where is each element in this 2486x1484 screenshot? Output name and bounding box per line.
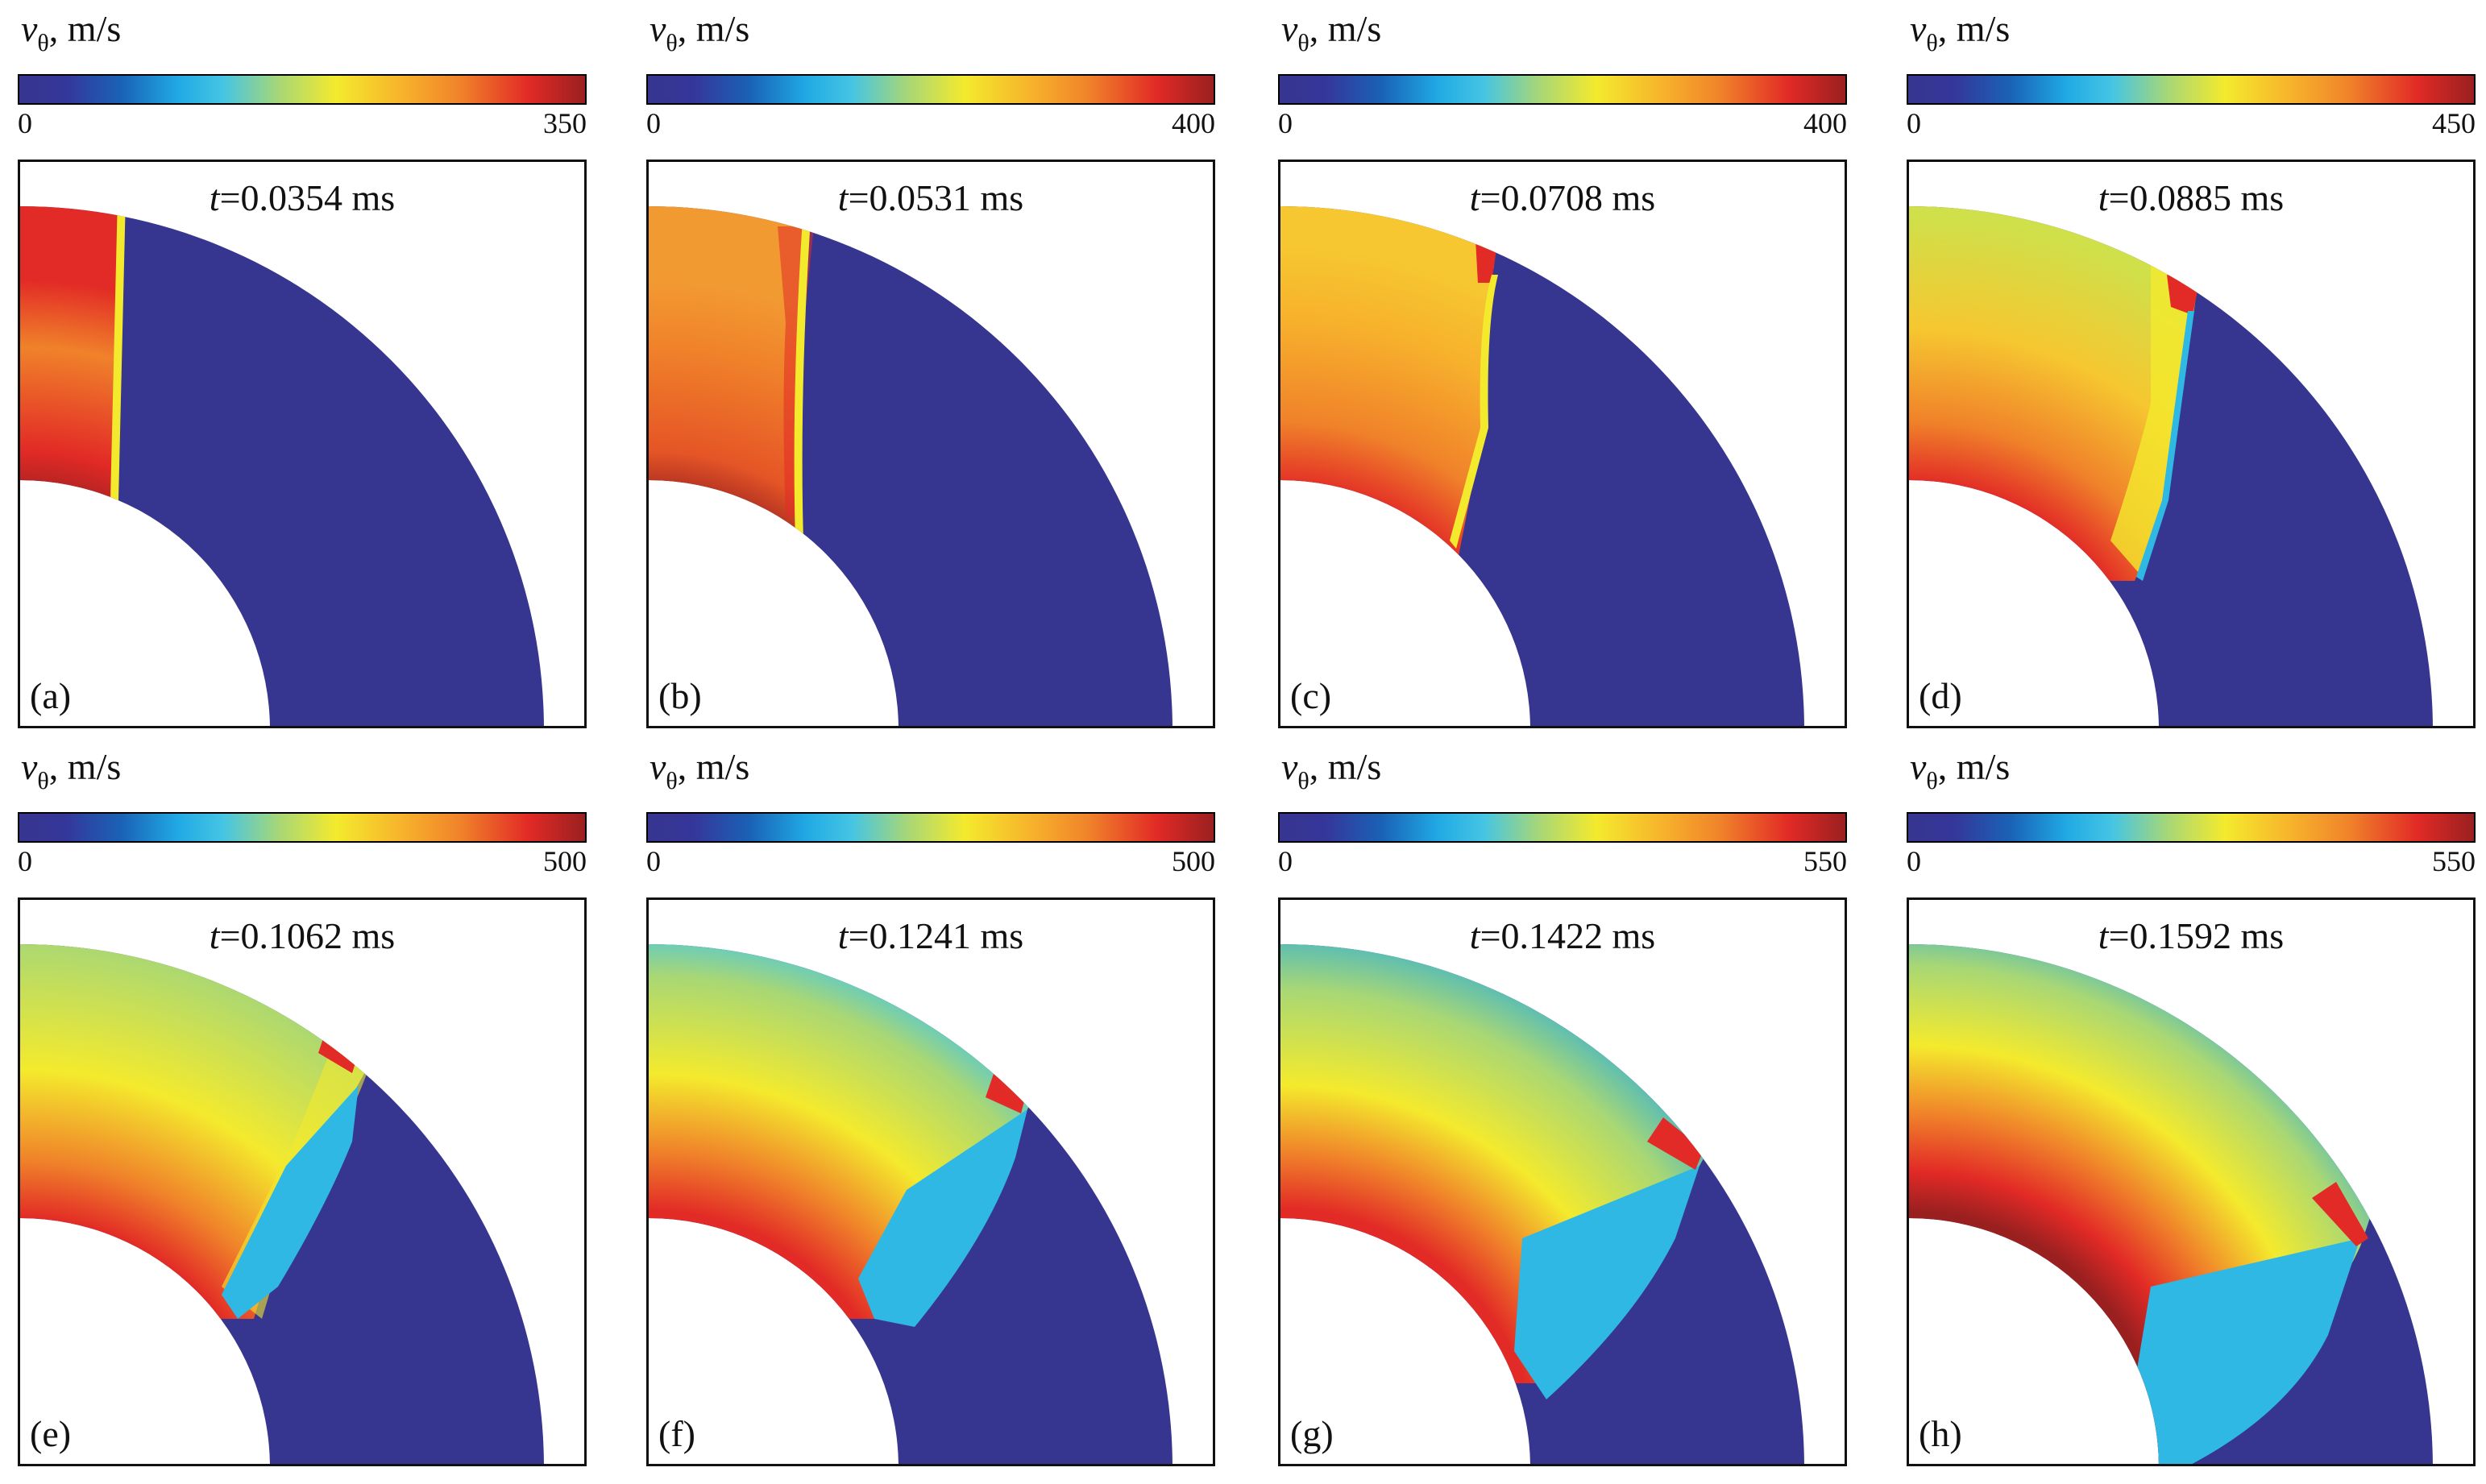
panel-a: vθ, m/s 0 350 t=0.0354 ms (a) bbox=[11, 5, 591, 746]
panel-f: vθ, m/s 0 500 t=0.1241 ms (f) bbox=[640, 743, 1220, 1484]
colorbar bbox=[18, 74, 587, 105]
panel-c: vθ, m/s 0 400 t=0.0708 ms (c) bbox=[1272, 5, 1852, 746]
colorbar bbox=[18, 812, 587, 843]
cyan-wedge bbox=[222, 1085, 359, 1319]
time-label: t=0.0885 ms bbox=[2098, 177, 2285, 218]
time-label: t=0.1062 ms bbox=[209, 915, 396, 956]
colorbar-label: vθ, m/s bbox=[1281, 746, 1382, 794]
contour-plot: t=0.1062 ms (e) bbox=[18, 897, 587, 1466]
panel-g: vθ, m/s 0 550 t=0.1422 ms (g) bbox=[1272, 743, 1852, 1484]
wave-front bbox=[1450, 275, 1498, 549]
colorbar-min-tick: 0 bbox=[1278, 107, 1293, 139]
colorbar-min-tick: 0 bbox=[18, 107, 32, 139]
colorbar-max-tick: 550 bbox=[2432, 845, 2476, 877]
wave-front bbox=[110, 206, 127, 500]
velocity-field bbox=[1280, 944, 1805, 1464]
time-label: t=0.1422 ms bbox=[1469, 915, 1656, 956]
contour-plot: t=0.0708 ms (c) bbox=[1278, 160, 1847, 728]
colorbar bbox=[1907, 74, 2476, 105]
disturbed-region bbox=[649, 206, 810, 541]
velocity-field bbox=[1909, 206, 2434, 726]
colorbar-min-tick: 0 bbox=[1907, 845, 1921, 877]
yellow-lobe bbox=[2110, 259, 2191, 573]
colorbar-min-tick: 0 bbox=[1278, 845, 1293, 877]
panel-h: vθ, m/s 0 550 t=0.1592 ms (h) bbox=[1900, 743, 2480, 1484]
contour-plot: t=0.0531 ms (b) bbox=[646, 160, 1215, 728]
surface-peak bbox=[1647, 1117, 1704, 1170]
contour-plot: t=0.1422 ms (g) bbox=[1278, 897, 1847, 1466]
velocity-field bbox=[649, 206, 1173, 726]
panel-letter: (e) bbox=[30, 1413, 72, 1454]
time-label: t=0.1241 ms bbox=[837, 915, 1024, 956]
disturbed-region bbox=[20, 206, 123, 500]
colorbar-label: vθ, m/s bbox=[1910, 8, 2011, 56]
colorbar-label: vθ, m/s bbox=[1910, 746, 2011, 794]
colorbar-max-tick: 400 bbox=[1172, 107, 1215, 139]
time-label: t=0.0531 ms bbox=[837, 177, 1024, 218]
colorbar bbox=[1278, 74, 1847, 105]
velocity-field bbox=[20, 944, 545, 1464]
cyan-wedge bbox=[2135, 1238, 2360, 1464]
surface-peak bbox=[2312, 1182, 2368, 1246]
panel-d: vθ, m/s 0 450 t=0.0885 ms (d) bbox=[1900, 5, 2480, 746]
colorbar-max-tick: 350 bbox=[543, 107, 587, 139]
colorbar-min-tick: 0 bbox=[646, 107, 661, 139]
colorbar-label: vθ, m/s bbox=[650, 746, 750, 794]
colorbar-label: vθ, m/s bbox=[21, 746, 122, 794]
contour-plot: t=0.1592 ms (h) bbox=[1907, 897, 2476, 1466]
panel-letter: (a) bbox=[30, 675, 72, 716]
colorbar bbox=[646, 812, 1215, 843]
colorbar bbox=[1278, 812, 1847, 843]
panel-letter: (c) bbox=[1290, 675, 1332, 716]
disturbed-region bbox=[1280, 206, 1498, 581]
panel-e: vθ, m/s 0 500 t=0.1062 ms (e) bbox=[11, 743, 591, 1484]
wave-front bbox=[2136, 311, 2194, 581]
panel-letter: (g) bbox=[1290, 1413, 1334, 1454]
colorbar-label: vθ, m/s bbox=[21, 8, 122, 56]
colorbar bbox=[646, 74, 1215, 105]
colorbar-max-tick: 500 bbox=[543, 845, 587, 877]
colorbar bbox=[1907, 812, 2476, 843]
colorbar-max-tick: 450 bbox=[2432, 107, 2476, 139]
panel-letter: (b) bbox=[658, 675, 702, 716]
colorbar-min-tick: 0 bbox=[646, 845, 661, 877]
contour-plot: t=0.1241 ms (f) bbox=[646, 897, 1215, 1466]
panel-letter: (f) bbox=[658, 1413, 695, 1454]
contour-plot: t=0.0354 ms (a) bbox=[18, 160, 587, 728]
cyan-wedge bbox=[858, 1109, 1027, 1327]
time-label: t=0.0708 ms bbox=[1469, 177, 1656, 218]
contour-plot: t=0.0885 ms (d) bbox=[1907, 160, 2476, 728]
wave-front bbox=[794, 206, 815, 541]
colorbar-label: vθ, m/s bbox=[650, 8, 750, 56]
panel-b: vθ, m/s 0 400 t=0.0531 ms (b) bbox=[640, 5, 1220, 746]
cyan-wedge bbox=[1514, 1166, 1700, 1399]
panel-letter: (h) bbox=[1919, 1413, 1962, 1454]
colorbar-max-tick: 400 bbox=[1803, 107, 1847, 139]
velocity-field bbox=[1280, 206, 1805, 726]
time-label: t=0.1592 ms bbox=[2098, 915, 2285, 956]
velocity-field bbox=[20, 206, 545, 726]
panel-letter: (d) bbox=[1919, 675, 1962, 716]
colorbar-min-tick: 0 bbox=[1907, 107, 1921, 139]
colorbar-max-tick: 500 bbox=[1172, 845, 1215, 877]
colorbar-label: vθ, m/s bbox=[1281, 8, 1382, 56]
surface-peak bbox=[986, 1069, 1027, 1113]
velocity-field bbox=[649, 944, 1173, 1464]
time-label: t=0.0354 ms bbox=[209, 177, 396, 218]
velocity-field bbox=[1909, 944, 2434, 1464]
colorbar-max-tick: 550 bbox=[1803, 845, 1847, 877]
colorbar-min-tick: 0 bbox=[18, 845, 32, 877]
